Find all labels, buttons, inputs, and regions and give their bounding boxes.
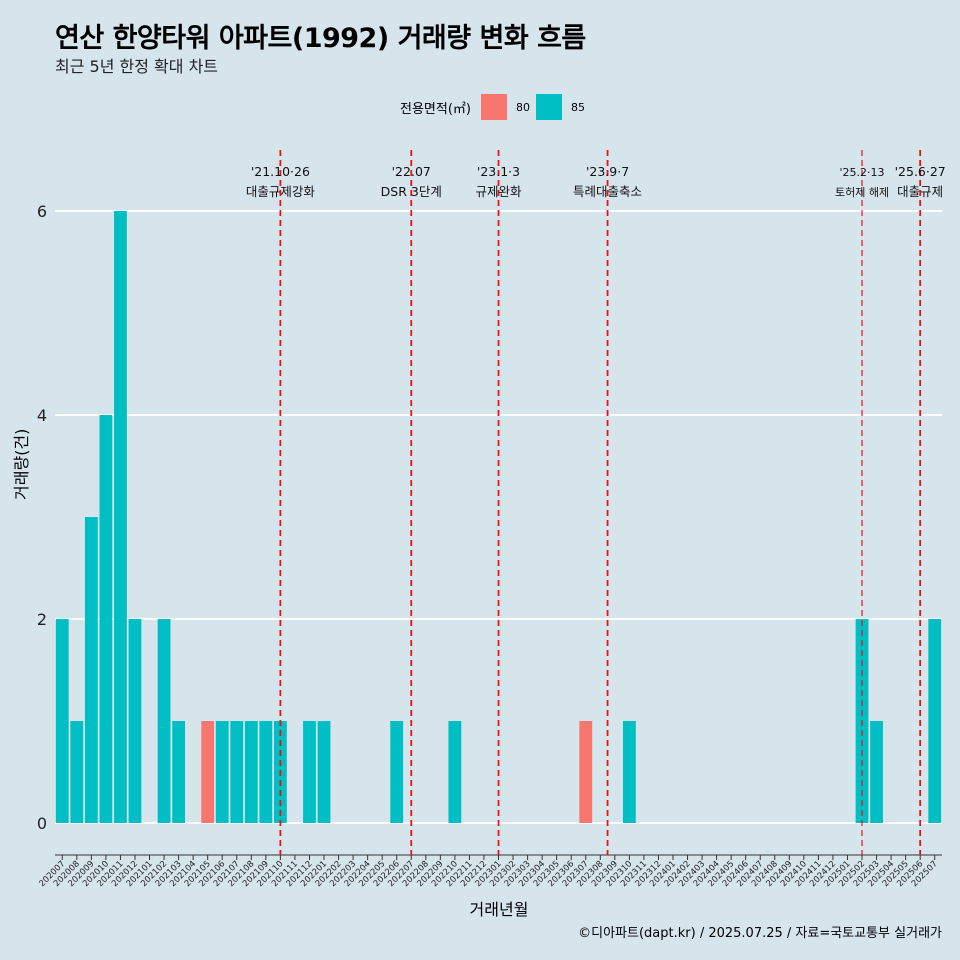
event-name-label: DSR 3단계 [381, 184, 442, 199]
bar [70, 721, 84, 823]
chart-title: 연산 한양타워 아파트(1992) 거래량 변화 흐름 [55, 23, 586, 54]
legend-key-80 [480, 94, 507, 120]
event-date-label: '21.10·26 [251, 164, 310, 179]
bar [303, 721, 316, 823]
event-date-label: '22.07 [392, 164, 431, 179]
bar [579, 721, 593, 823]
event-name-label: 토허제 해제 [835, 185, 889, 199]
event-date-label: '23.1·3 [477, 164, 520, 179]
event-date-label: '23.9·7 [586, 164, 629, 179]
bar [317, 721, 331, 823]
legend-label-85: 85 [570, 100, 585, 114]
bar [128, 619, 142, 823]
event-name-label: 특례대출축소 [573, 184, 642, 199]
legend-key-85 [535, 94, 562, 120]
bar [201, 721, 215, 823]
bar [259, 721, 273, 823]
y-tick-label: 6 [37, 202, 47, 221]
bar [870, 721, 883, 823]
legend-label-80: 80 [515, 100, 530, 114]
y-tick-label: 0 [37, 814, 47, 833]
bar [448, 721, 462, 823]
bar [172, 721, 185, 823]
bar [928, 619, 942, 823]
caption: ©디아파트(dapt.kr) / 2025.07.25 / 자료=국토교통부 실… [578, 926, 942, 941]
bar [230, 721, 244, 823]
bar [157, 619, 171, 823]
bar [215, 721, 229, 823]
bar [244, 721, 258, 823]
bar [390, 721, 404, 823]
bar [55, 619, 69, 823]
event-date-label: '25.2·13 [840, 166, 885, 179]
event-date-label: '25.6·27 [895, 164, 946, 179]
legend: 전용면적(㎡) 80 85 [400, 94, 591, 120]
event-name-label: 대출규제 [897, 184, 943, 199]
bar [114, 211, 127, 823]
y-tick-label: 4 [37, 406, 47, 425]
legend-title: 전용면적(㎡) [400, 101, 471, 117]
y-axis-label: 거래량(건) [12, 428, 31, 500]
chart-subtitle: 최근 5년 한정 확대 차트 [55, 57, 219, 76]
event-name-label: 규제완화 [475, 184, 522, 199]
bar [622, 721, 636, 823]
event-name-label: 대출규제강화 [246, 184, 316, 199]
bar [84, 517, 98, 823]
y-tick-label: 2 [37, 610, 47, 629]
x-axis-label: 거래년월 [469, 900, 529, 919]
bar [99, 415, 113, 823]
